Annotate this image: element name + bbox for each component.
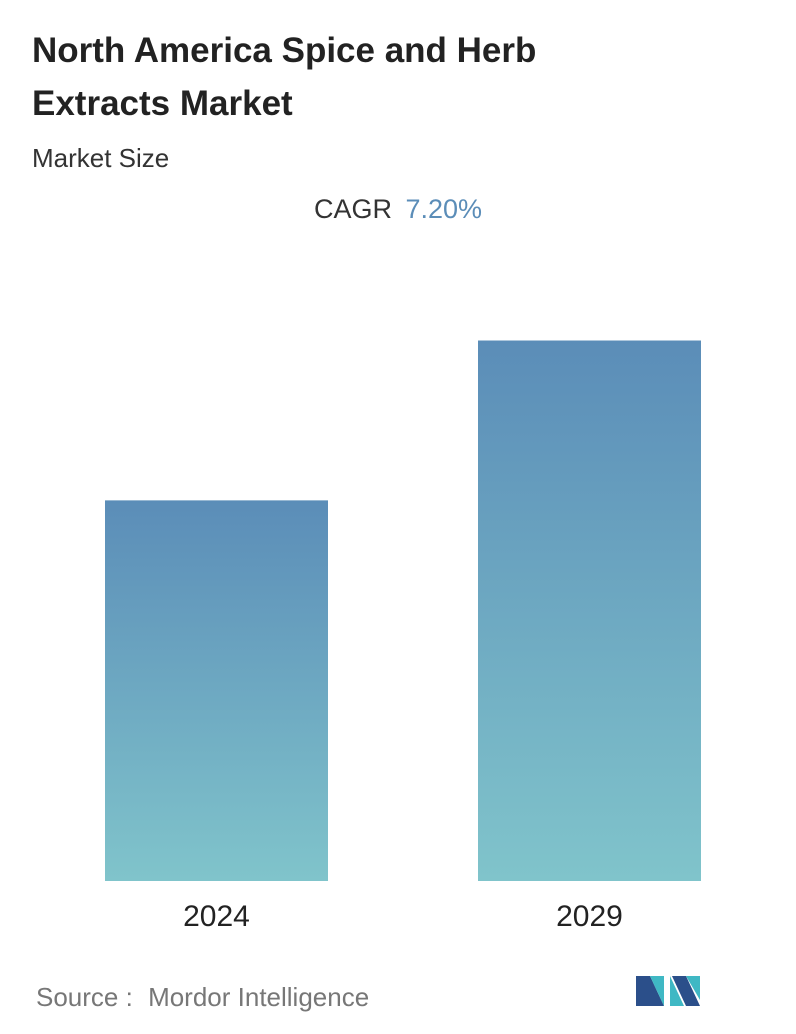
- source-name: Mordor Intelligence: [148, 982, 369, 1012]
- cagr: CAGR 7.20%: [314, 194, 482, 224]
- x-tick-label: 2024: [183, 900, 250, 933]
- chart-title: North America Spice and Herb Extracts Mar…: [32, 31, 536, 123]
- logo-part: [672, 976, 700, 1006]
- logo-part: [636, 976, 664, 1006]
- source-label: Source :: [36, 982, 133, 1012]
- logo-part: [670, 976, 684, 1006]
- bar: [105, 500, 328, 881]
- x-tick-label: 2029: [556, 900, 623, 933]
- cagr-value: 7.20%: [405, 194, 482, 224]
- source: Source : Mordor Intelligence: [36, 982, 369, 1012]
- logo-part: [686, 976, 700, 1000]
- logo: [636, 976, 700, 1006]
- chart-subtitle: Market Size: [32, 143, 169, 173]
- logo-part: [650, 976, 664, 1006]
- bar: [478, 340, 701, 881]
- cagr-label: CAGR: [314, 194, 392, 224]
